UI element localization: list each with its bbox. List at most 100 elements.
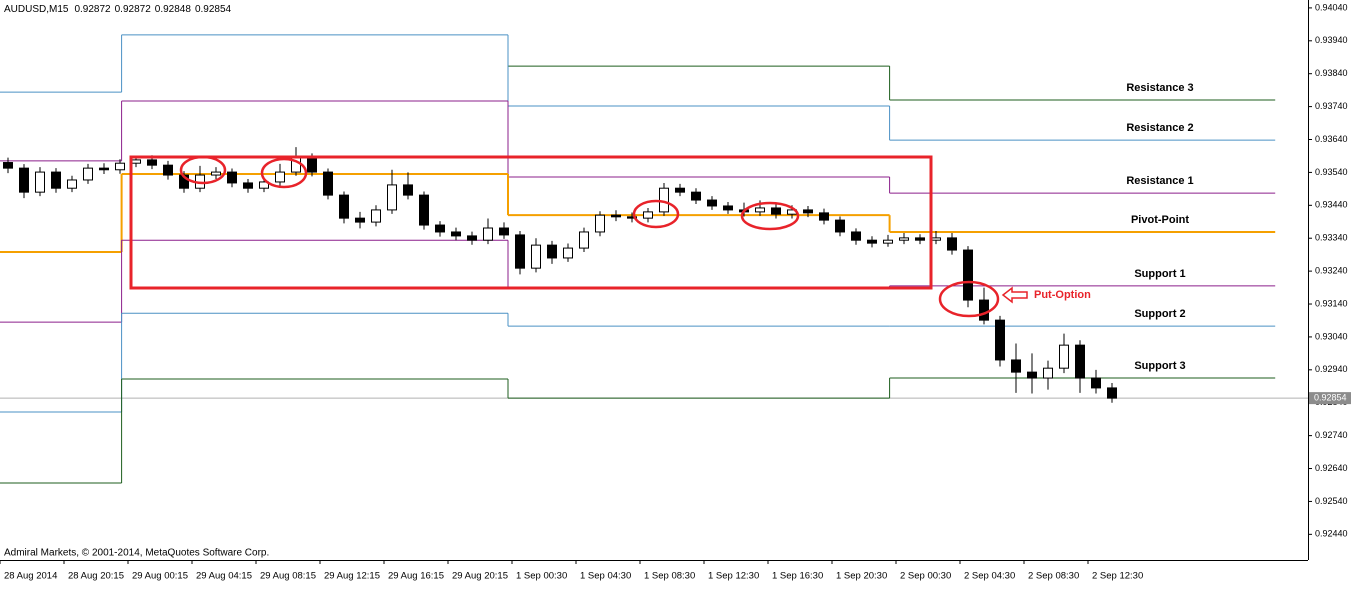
x-tick-label: 29 Aug 08:15 bbox=[260, 571, 316, 582]
candle-body bbox=[115, 162, 125, 171]
y-tick-label: 0.92940 bbox=[1315, 364, 1348, 374]
candle-body bbox=[451, 231, 461, 237]
x-tick-label: 29 Aug 12:15 bbox=[324, 571, 380, 582]
y-tick-label: 0.93040 bbox=[1315, 331, 1348, 341]
y-tick-label: 0.93840 bbox=[1315, 68, 1348, 78]
candle-body bbox=[371, 209, 381, 223]
header-open: 0.92872 bbox=[74, 4, 111, 15]
y-tick-label: 0.93440 bbox=[1315, 200, 1348, 210]
annotation-arrow bbox=[1001, 286, 1028, 304]
candle-body bbox=[147, 159, 157, 166]
candle-body bbox=[691, 191, 701, 201]
chart-header: AUDUSD,M15 0.92872 0.92872 0.92848 0.92854 bbox=[4, 4, 232, 15]
y-tick-label: 0.93240 bbox=[1315, 265, 1348, 275]
candle-body bbox=[355, 217, 365, 223]
candle-body bbox=[1043, 367, 1053, 379]
candle-body bbox=[1011, 359, 1021, 373]
candle-body bbox=[259, 181, 269, 189]
x-tick-label: 1 Sep 16:30 bbox=[772, 571, 823, 582]
candle-body bbox=[643, 211, 653, 219]
x-tick-label: 29 Aug 20:15 bbox=[452, 571, 508, 582]
y-tick-label: 0.93940 bbox=[1315, 35, 1348, 45]
candle-body bbox=[243, 182, 253, 189]
candle-body bbox=[339, 194, 349, 219]
candle-body bbox=[963, 249, 973, 301]
y-tick-label: 0.92440 bbox=[1315, 529, 1348, 539]
x-tick-label: 2 Sep 12:30 bbox=[1092, 571, 1143, 582]
candle-body bbox=[163, 164, 173, 176]
candle-body bbox=[515, 234, 525, 269]
pivot-levels bbox=[0, 34, 1308, 484]
candle-body bbox=[1091, 377, 1101, 389]
y-tick-label: 0.93340 bbox=[1315, 233, 1348, 243]
candle-body bbox=[579, 231, 589, 249]
x-tick-label: 2 Sep 08:30 bbox=[1028, 571, 1079, 582]
candle-body bbox=[755, 207, 765, 213]
candle-body bbox=[547, 244, 557, 259]
level-label: Resistance 2 bbox=[1126, 122, 1193, 134]
candle-body bbox=[307, 157, 317, 173]
x-tick-label: 2 Sep 04:30 bbox=[964, 571, 1015, 582]
candle-body bbox=[211, 171, 221, 176]
current-price-box bbox=[1309, 392, 1351, 405]
candle-body bbox=[771, 207, 781, 215]
current-price-label: 0.92854 bbox=[1314, 392, 1347, 402]
candle-body bbox=[563, 247, 573, 259]
candle-body bbox=[979, 299, 989, 321]
x-tick-label: 29 Aug 00:15 bbox=[132, 571, 188, 582]
candle-body bbox=[723, 205, 733, 211]
y-tick-label: 0.93540 bbox=[1315, 167, 1348, 177]
candle-body bbox=[1107, 387, 1117, 399]
header-close: 0.92854 bbox=[195, 4, 232, 15]
candle-body bbox=[883, 239, 893, 244]
x-tick-label: 1 Sep 04:30 bbox=[580, 571, 631, 582]
highlight-ellipse bbox=[740, 201, 800, 231]
candle-body bbox=[627, 216, 637, 219]
candle-body bbox=[707, 199, 717, 207]
candle-body bbox=[323, 171, 333, 196]
candle-body bbox=[483, 227, 493, 241]
candle-body bbox=[435, 224, 445, 233]
candle-body bbox=[1027, 371, 1037, 379]
copyright: Admiral Markets, © 2001-2014, MetaQuotes… bbox=[4, 548, 269, 559]
y-tick-label: 0.94040 bbox=[1315, 2, 1348, 12]
candle-body bbox=[531, 244, 541, 269]
candle-body bbox=[83, 167, 93, 181]
y-tick-label: 0.93140 bbox=[1315, 298, 1348, 308]
x-tick-label: 1 Sep 00:30 bbox=[516, 571, 567, 582]
candle-body bbox=[947, 237, 957, 251]
candle-body bbox=[595, 214, 605, 233]
candle-body bbox=[19, 167, 29, 193]
highlight-ellipse bbox=[632, 199, 680, 229]
y-tick-label: 0.92540 bbox=[1315, 496, 1348, 506]
candle-body bbox=[499, 227, 509, 236]
candle-body bbox=[995, 319, 1005, 361]
x-tick-label: 1 Sep 20:30 bbox=[836, 571, 887, 582]
highlight-ellipse bbox=[179, 155, 227, 185]
highlight-ellipse bbox=[260, 157, 308, 189]
x-tick-label: 2 Sep 00:30 bbox=[900, 571, 951, 582]
candle-body bbox=[403, 184, 413, 196]
x-tick-label: 28 Aug 20:15 bbox=[68, 571, 124, 582]
candle-body bbox=[835, 219, 845, 233]
y-tick-label: 0.92640 bbox=[1315, 463, 1348, 473]
level-label: Support 1 bbox=[1134, 268, 1185, 280]
candle-body bbox=[611, 214, 621, 218]
candle-body bbox=[1059, 344, 1069, 369]
level-label: Support 3 bbox=[1134, 360, 1185, 372]
candle-body bbox=[51, 171, 61, 189]
candle-body bbox=[675, 187, 685, 193]
candle-body bbox=[803, 209, 813, 214]
candle-body bbox=[275, 171, 285, 183]
candle-body bbox=[867, 239, 877, 244]
x-tick-label: 1 Sep 08:30 bbox=[644, 571, 695, 582]
annotation-text: Put-Option bbox=[1034, 289, 1091, 301]
candle-body bbox=[3, 162, 13, 169]
candle-body bbox=[915, 237, 925, 241]
candle-body bbox=[387, 184, 397, 211]
candle-body bbox=[227, 171, 237, 184]
highlight-box bbox=[129, 155, 933, 290]
level-label: Pivot-Point bbox=[1131, 214, 1189, 226]
